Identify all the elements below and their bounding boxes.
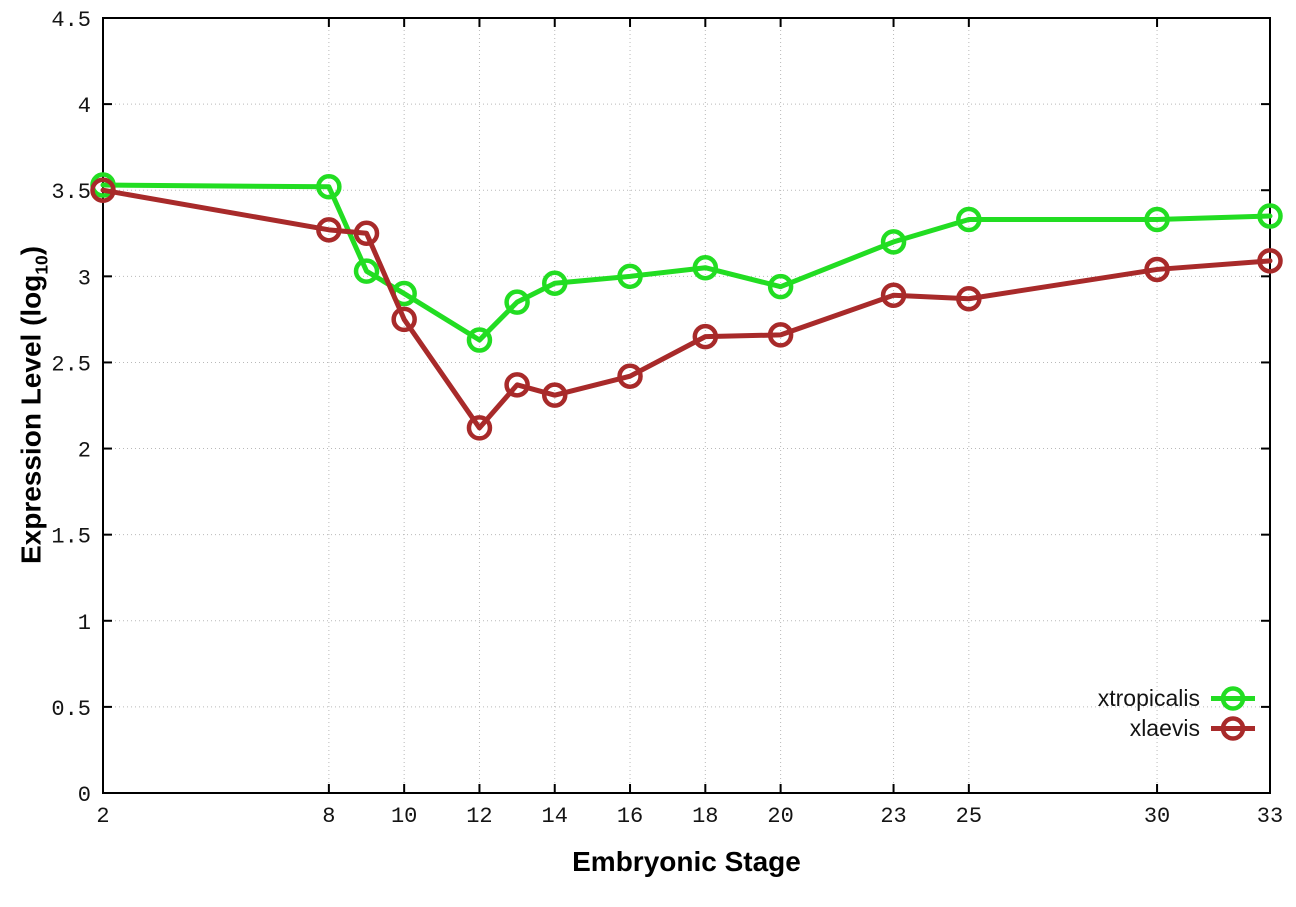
data-point [692,254,719,281]
data-point [466,415,493,441]
x-tick-label: 10 [391,804,417,829]
y-tick-label: 1 [78,611,91,636]
data-point [880,282,907,309]
y-tick-label: 2 [78,439,91,464]
data-point [504,289,530,315]
axis-ticks [102,17,1271,794]
y-tick-label: 1.5 [51,525,91,550]
x-tick-label: 25 [956,804,982,829]
y-tick-label: 3 [78,266,91,291]
data-point [692,323,719,350]
legend: xtropicalis xlaevis [1098,685,1256,742]
x-tick-label: 20 [767,804,793,829]
data-point [617,363,643,389]
data-point [767,322,794,348]
y-axis-title-text: Expression Level (log [15,274,47,565]
x-tick-label: 2 [96,804,109,829]
data-point [956,206,982,233]
x-tick-label: 30 [1144,804,1170,829]
series-xtropicalis [90,172,1283,353]
data-point [353,220,380,247]
data-point [880,229,907,255]
x-tick-label: 16 [617,804,643,829]
y-tick-label: 0 [78,783,91,808]
y-tick-label: 4.5 [51,8,91,33]
data-point [617,263,643,290]
data-point [391,306,417,333]
data-point [466,327,493,353]
data-point [316,174,342,200]
x-axis-title: Embryonic Stage [572,846,801,877]
series-xlaevis [90,177,1283,441]
data-point [1144,256,1170,283]
legend-marker-icon [1211,716,1255,741]
data-point [767,273,794,300]
data-point [541,270,568,296]
legend-item-xlaevis: xlaevis [1098,715,1256,742]
legend-label: xlaevis [1129,715,1200,741]
data-point [353,258,380,284]
x-tick-label: 23 [880,804,906,829]
data-point [1144,206,1170,233]
data-point [1257,248,1283,274]
x-tick-label: 33 [1257,804,1283,829]
data-point [90,177,116,203]
data-point [504,372,530,398]
data-point [316,217,342,243]
legend-item-xtropicalis: xtropicalis [1098,685,1256,712]
tick-labels: 2 8 10 12 14 16 18 20 23 25 30 33 0 0.5 1 1.5 2 2.5 3 3.5 4 4… [51,8,1283,829]
legend-marker-icon [1211,686,1255,711]
y-axis-title: Expression Level (log10) [16,246,53,564]
data-point [541,382,568,408]
legend-label: xtropicalis [1097,685,1200,711]
y-tick-label: 4 [78,94,91,119]
y-axis-title-close: ) [15,245,47,256]
x-tick-label: 14 [542,804,568,829]
x-tick-label: 8 [322,804,335,829]
x-tick-label: 18 [692,804,718,829]
y-axis-title-subscript: 10 [31,255,52,275]
y-tick-label: 2.5 [51,352,91,377]
grid-lines [103,18,1270,793]
y-tick-label: 3.5 [51,180,91,205]
data-point [956,285,982,312]
x-tick-label: 12 [466,804,492,829]
data-point [1257,203,1283,229]
y-tick-label: 0.5 [51,697,91,722]
plot-border [102,17,1271,794]
